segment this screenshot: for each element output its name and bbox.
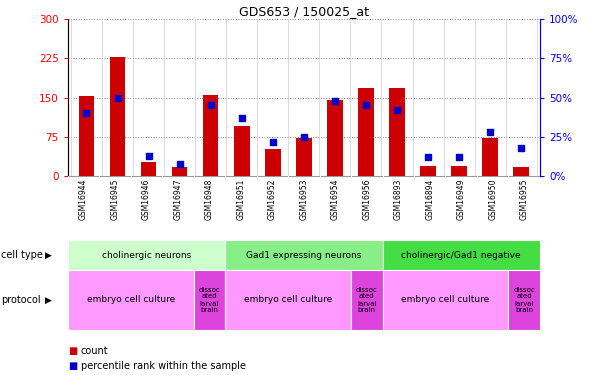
Text: dissoc
ated
larval
brain: dissoc ated larval brain [199, 286, 220, 314]
Bar [265, 149, 281, 176]
Text: GSM16952: GSM16952 [268, 178, 277, 219]
Text: GSM16956: GSM16956 [362, 178, 371, 220]
Text: embryo cell culture: embryo cell culture [401, 296, 490, 304]
Text: GSM16893: GSM16893 [394, 178, 403, 219]
Point [237, 115, 247, 121]
Text: embryo cell culture: embryo cell culture [244, 296, 332, 304]
Bar [483, 138, 498, 176]
Bar [68, 240, 225, 270]
Text: GSM16948: GSM16948 [205, 178, 214, 219]
Point [299, 134, 309, 140]
Text: ■: ■ [68, 361, 77, 370]
Bar [68, 270, 194, 330]
Point [424, 154, 433, 160]
Bar [110, 57, 125, 176]
Text: dissoc
ated
larval
brain: dissoc ated larval brain [356, 286, 378, 314]
Text: GSM16950: GSM16950 [488, 178, 497, 220]
Bar [225, 240, 382, 270]
Text: count: count [81, 346, 109, 355]
Bar [78, 96, 94, 176]
Point [175, 160, 184, 166]
Text: protocol: protocol [1, 295, 41, 305]
Text: Gad1 expressing neurons: Gad1 expressing neurons [246, 251, 362, 260]
Text: GSM16944: GSM16944 [79, 178, 88, 220]
Text: percentile rank within the sample: percentile rank within the sample [81, 361, 246, 370]
Title: GDS653 / 150025_at: GDS653 / 150025_at [239, 4, 369, 18]
Point [454, 154, 464, 160]
Text: GSM16894: GSM16894 [425, 178, 434, 219]
Point [516, 145, 526, 151]
Point [268, 139, 277, 145]
Bar [513, 167, 529, 176]
Point [361, 102, 371, 108]
Text: dissoc
ated
larval
brain: dissoc ated larval brain [513, 286, 535, 314]
Bar [172, 167, 188, 176]
Bar [296, 138, 312, 176]
Text: GSM16945: GSM16945 [110, 178, 120, 220]
Bar [389, 88, 405, 176]
Bar [382, 270, 509, 330]
Text: GSM16946: GSM16946 [142, 178, 151, 220]
Text: ▶: ▶ [45, 251, 52, 260]
Bar [451, 166, 467, 176]
Point [486, 129, 495, 135]
Bar [509, 270, 540, 330]
Text: ▶: ▶ [45, 296, 52, 304]
Text: GSM16951: GSM16951 [237, 178, 245, 219]
Bar [351, 270, 382, 330]
Text: GSM16953: GSM16953 [299, 178, 309, 220]
Text: ■: ■ [68, 346, 77, 355]
Point [330, 98, 340, 104]
Bar [141, 162, 156, 176]
Bar [358, 88, 373, 176]
Bar [327, 100, 343, 176]
Point [144, 153, 153, 159]
Bar [225, 270, 351, 330]
Point [206, 102, 215, 108]
Bar [194, 270, 225, 330]
Point [113, 94, 122, 100]
Text: embryo cell culture: embryo cell culture [87, 296, 175, 304]
Text: GSM16954: GSM16954 [331, 178, 340, 220]
Text: cell type: cell type [1, 250, 43, 260]
Point [82, 110, 91, 116]
Text: cholinergic neurons: cholinergic neurons [102, 251, 191, 260]
Text: GSM16955: GSM16955 [520, 178, 529, 220]
Bar [382, 240, 540, 270]
Bar [234, 126, 250, 176]
Text: GSM16947: GSM16947 [173, 178, 182, 220]
Text: GSM16949: GSM16949 [457, 178, 466, 220]
Text: cholinergic/Gad1 negative: cholinergic/Gad1 negative [401, 251, 521, 260]
Bar [203, 95, 218, 176]
Bar [420, 166, 436, 176]
Point [392, 107, 402, 113]
